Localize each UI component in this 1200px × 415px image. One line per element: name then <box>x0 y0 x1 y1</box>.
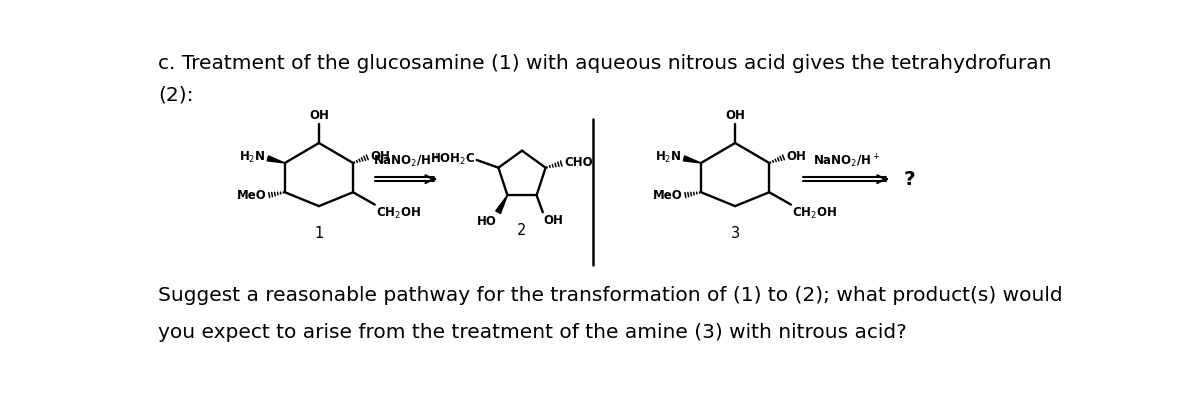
Text: OH: OH <box>544 215 564 227</box>
Text: CH$_2$OH: CH$_2$OH <box>377 206 421 221</box>
Polygon shape <box>496 195 508 213</box>
Text: OH: OH <box>310 109 329 122</box>
Polygon shape <box>683 156 701 163</box>
Text: 2: 2 <box>517 223 527 238</box>
Text: c. Treatment of the glucosamine (1) with aqueous nitrous acid gives the tetrahyd: c. Treatment of the glucosamine (1) with… <box>157 54 1051 73</box>
Text: OH: OH <box>786 149 806 163</box>
Text: ?: ? <box>904 170 914 189</box>
Text: CHO: CHO <box>564 156 593 169</box>
Text: MeO: MeO <box>236 189 266 202</box>
Text: HO: HO <box>476 215 497 228</box>
Text: (2):: (2): <box>157 86 193 105</box>
Text: 1: 1 <box>314 226 324 241</box>
Text: H$_2$N: H$_2$N <box>239 150 265 165</box>
Text: OH: OH <box>725 109 745 122</box>
Text: Suggest a reasonable pathway for the transformation of (1) to (2); what product(: Suggest a reasonable pathway for the tra… <box>157 286 1062 305</box>
Text: H$_2$N: H$_2$N <box>655 150 682 165</box>
Text: HOH$_2$C: HOH$_2$C <box>430 151 475 167</box>
Text: NaNO$_2$/H$^+$: NaNO$_2$/H$^+$ <box>812 153 880 170</box>
Text: NaNO$_2$/H$^+$: NaNO$_2$/H$^+$ <box>373 153 440 170</box>
Text: OH: OH <box>370 149 390 163</box>
Text: you expect to arise from the treatment of the amine (3) with nitrous acid?: you expect to arise from the treatment o… <box>157 323 906 342</box>
Text: CH$_2$OH: CH$_2$OH <box>792 206 838 221</box>
Text: 3: 3 <box>731 226 739 241</box>
Text: MeO: MeO <box>653 189 683 202</box>
Polygon shape <box>268 156 284 163</box>
